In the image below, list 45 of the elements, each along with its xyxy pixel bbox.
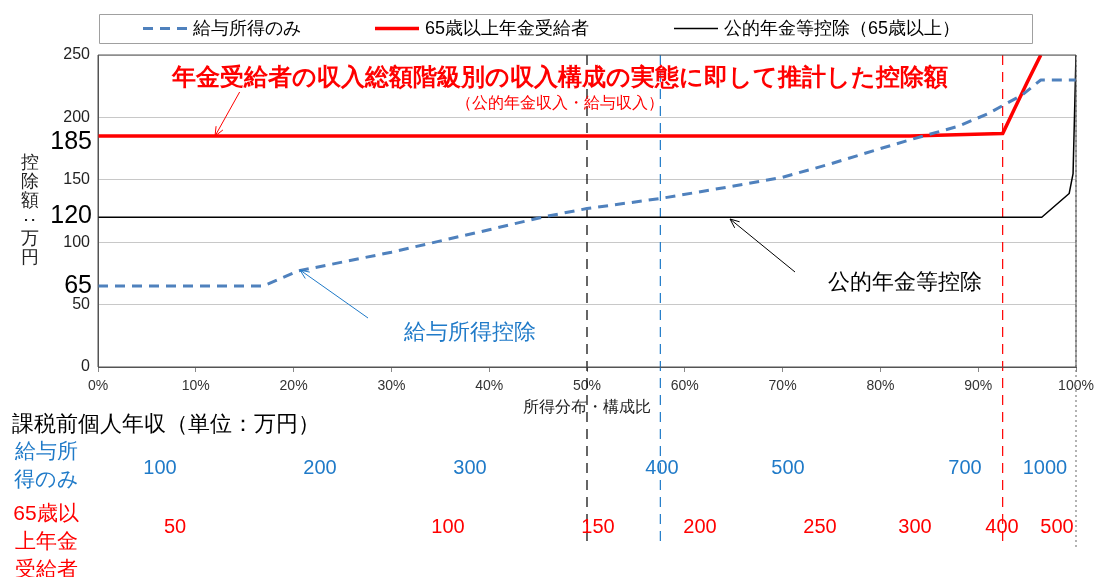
x-tick-label: 60% — [670, 377, 699, 394]
y-tick-label: 50 — [72, 295, 91, 313]
text: 120 — [50, 199, 92, 228]
x-tick-label: 20% — [279, 377, 308, 394]
text: 500 — [771, 455, 805, 478]
text: 50 — [163, 514, 187, 537]
annotation: （公的年金収入・給与収入） — [456, 94, 664, 112]
y-tick-label: 200 — [63, 107, 91, 125]
text: 200 — [683, 514, 717, 537]
x-tick-label: 70% — [768, 377, 797, 394]
annotation: 年金受給者の収入総額階級別の収入構成の実態に即して推計した控除額 — [171, 62, 948, 90]
legend-label: 公的年金等控除（65歳以上） — [724, 18, 961, 39]
text: 200 — [303, 455, 337, 478]
x-tick-label: 100% — [1058, 377, 1094, 394]
annotation: 給与所得控除 — [403, 319, 536, 345]
y-tick-label: 100 — [63, 232, 91, 250]
text: 65 — [64, 269, 92, 298]
legend-label: 65歳以上年金受給者 — [425, 18, 590, 39]
x-tick-label: 0% — [87, 377, 109, 394]
text: 課税前個人年収（単位：万円） — [12, 411, 320, 437]
legend-label: 給与所得のみ — [192, 18, 301, 39]
x-tick-label: 40% — [475, 377, 504, 394]
x-tick-label: 10% — [181, 377, 210, 394]
text: 1000 — [1022, 455, 1068, 478]
x-tick-label: 90% — [964, 377, 993, 394]
y-tick-label: 150 — [63, 170, 91, 188]
annotation: 公的年金等控除 — [828, 269, 982, 295]
text: 100 — [431, 514, 465, 537]
x-tick-label: 80% — [866, 377, 895, 394]
y-axis-title: 控除額：万円 — [21, 151, 42, 267]
text: 300 — [453, 455, 487, 478]
text: 250 — [803, 514, 837, 537]
text: 185 — [50, 125, 92, 154]
y-tick-label: 250 — [63, 45, 91, 63]
text: 100 — [143, 455, 177, 478]
text: 150 — [581, 514, 615, 537]
text: 400 — [985, 514, 1019, 537]
text: 給与所得のみ — [13, 438, 79, 490]
x-tick-label: 50% — [572, 377, 602, 394]
y-tick-label: 0 — [81, 357, 91, 375]
x-axis-title: 所得分布・構成比 — [523, 398, 651, 416]
text: 500 — [1040, 514, 1074, 537]
text: 700 — [948, 455, 982, 478]
text: 300 — [898, 514, 932, 537]
x-tick-label: 30% — [377, 377, 406, 394]
